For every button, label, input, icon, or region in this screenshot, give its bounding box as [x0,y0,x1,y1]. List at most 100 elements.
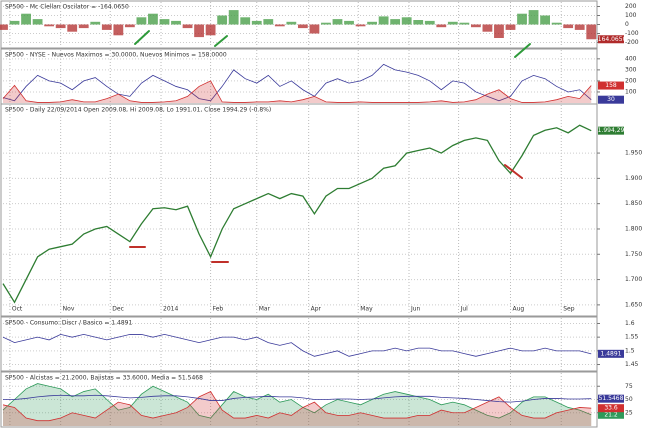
x-tick-label: Mar [259,306,271,313]
histogram-bar [251,20,262,25]
histogram-bar [274,24,285,27]
y-tick-label: 1.55 [625,334,639,341]
histogram-bar [194,24,204,38]
histogram-bar [551,22,562,25]
y-tick-label: 75 [625,383,633,390]
x-tick-label: Jun [410,306,421,313]
histogram-bar [390,19,401,25]
y-tick-label: 1.850 [625,200,642,207]
panel-title: SP500 - Mc Clellan Oscilator = -164.0650 [5,4,129,11]
series-line [2,80,592,103]
histogram-bar [367,21,377,25]
histogram-bar [286,21,297,25]
histogram-bar [113,24,124,36]
annotation-stroke [504,164,523,179]
value-tag-label: 1.994,29 [598,127,625,134]
panel-title: SP500 - Alcistas = 21.2000, Bajistas = 3… [5,375,203,382]
value-tag [598,404,624,413]
histogram-bar [470,24,481,28]
y-tick-label: 0 [625,21,629,28]
histogram-bar [505,24,516,30]
annotation-stroke [134,30,150,45]
histogram-bar [55,24,66,29]
value-tag [598,126,624,135]
histogram-bar [124,24,135,28]
histogram-bar [205,24,216,36]
histogram-bar [321,22,331,25]
histogram-bar [355,24,366,27]
annotation-stroke [214,35,228,47]
series-line [2,63,592,102]
histogram-bar [574,24,585,30]
histogram-bar [136,17,147,25]
histogram-bar [159,19,170,25]
histogram-bar [309,24,320,34]
histogram-bar [0,24,8,30]
histogram-bar [424,20,435,25]
x-tick-label: Nov [63,306,75,313]
histogram-bar [494,24,504,38]
histogram-bar [67,24,78,32]
value-tag [598,394,624,403]
panel-frame [0,103,598,317]
series-line [2,333,592,357]
x-tick-label: Oct [12,306,23,313]
histogram-bar [101,24,112,30]
x-tick-label: Apr [311,306,322,313]
value-tag-label: 30 [607,96,615,103]
x-tick-label: Feb [213,306,224,313]
panel: Oct Nov Dec 2014 Feb Mar Apr May Jun Jul Aug Sep 1.6… [0,103,642,317]
x-tick-label: Jul [460,306,469,313]
y-tick-label: 25 [625,409,633,416]
y-tick-label: 1.45 [625,361,639,368]
series-line [2,124,592,304]
histogram-bar [436,24,447,28]
y-tick-label: -200 [625,39,639,46]
series-area [3,383,592,426]
x-tick-label: Dec [112,306,124,313]
annotations [129,30,531,263]
y-tick-label: 1.800 [625,225,642,232]
panel: 1.6 1.55 1.5 1.45 SP500 - Consumo: Discr / B… [0,316,639,372]
y-tick-label: 1.5 [625,347,635,354]
value-tag-label: 21.2 [604,411,618,418]
panel-title: SP500 - Consumo: Discr / Basico = 1.4891 [5,320,132,327]
x-tick-label: May [360,306,373,313]
histogram-bar [263,19,274,25]
y-tick-label: 200 [625,77,637,84]
histogram-bar [148,13,158,25]
histogram-bar [21,13,31,25]
series-line [3,394,592,403]
histogram-bar [90,21,101,25]
value-tag [598,81,624,90]
value-tag-label: -164.0650 [596,36,627,43]
histogram-bar [44,24,55,27]
panel-title: SP500 - Daily 22/09/2014 Open 2009.08, H… [5,107,271,114]
x-tick-label: Sep [563,306,575,313]
histogram-bar [378,16,389,25]
x-tick-label: 2014 [163,306,178,313]
panel: 75 50 25 SP500 - Alcistas = 21.2000, Bajist… [0,371,633,428]
value-tag-label: 33.6 [604,405,618,412]
histogram-bar [482,24,493,32]
histogram-bar [9,20,20,25]
panel-title: SP500 - NYSE - Nuevos Maximos = 30.0000,… [5,52,227,59]
y-tick-label: 1.6 [625,320,635,327]
y-tick-label: 200 [625,3,637,10]
series-line [2,391,592,422]
histogram-bar [171,20,181,25]
histogram-bar [297,24,308,29]
y-tick-label: 1.650 [625,301,642,308]
histogram-bar [228,10,239,25]
histogram-bar [217,15,228,25]
histogram-bar [332,19,343,25]
value-tag [598,35,624,44]
histogram-bar [240,17,251,25]
histogram-bar [586,24,597,40]
y-tick-label: 1.900 [625,175,642,182]
histogram-bar [563,24,574,29]
histogram-bar [344,20,354,25]
histogram-bar [413,20,424,25]
